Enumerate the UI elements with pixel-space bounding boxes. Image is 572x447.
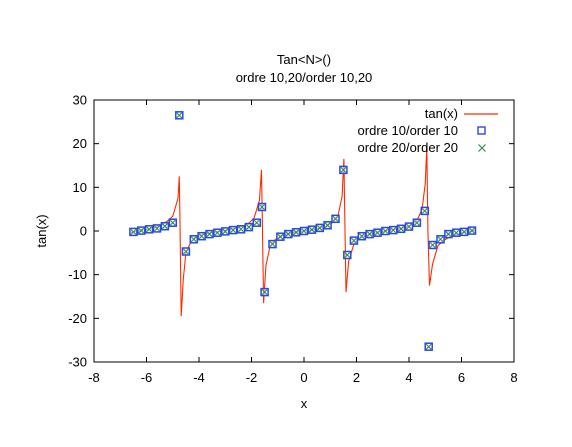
point-order20: [413, 219, 420, 226]
point-order20: [222, 228, 229, 235]
series-layer: [129, 111, 477, 351]
y-tick-label: -30: [68, 355, 87, 370]
y-tick-label: 30: [73, 93, 87, 108]
point-order20: [293, 229, 300, 236]
point-order20: [182, 248, 189, 255]
point-order20: [238, 226, 244, 233]
point-order20: [154, 225, 160, 232]
point-order20: [146, 226, 153, 233]
x-tick-label: -8: [88, 370, 100, 385]
point-order20: [259, 204, 265, 210]
y-tick-label: 0: [80, 224, 87, 239]
x-axis: -8 -6 -4 -2 0 2 4 6 8: [88, 100, 518, 385]
point-order20: [437, 236, 444, 243]
chart-subtitle: ordre 10,20/order 10,20: [236, 70, 373, 85]
point-order20: [340, 166, 347, 173]
point-order20: [332, 215, 339, 222]
point-order20: [308, 226, 315, 233]
point-order20: [425, 343, 432, 350]
x-tick-label: 8: [510, 370, 517, 385]
point-order20: [214, 229, 221, 236]
point-order20: [161, 223, 168, 230]
point-order20: [421, 208, 428, 214]
point-order20: [261, 289, 268, 296]
point-order20: [429, 242, 436, 248]
legend-label-order10: ordre 10/order 10: [358, 123, 458, 138]
point-order20: [130, 228, 137, 235]
point-order20: [406, 223, 412, 230]
point-order20: [277, 233, 284, 240]
point-order20: [390, 227, 397, 234]
point-order20: [301, 228, 307, 234]
chart-title: Tan<N>(): [277, 52, 331, 67]
point-order20: [445, 231, 452, 237]
y-axis-label: tan(x): [34, 214, 49, 247]
y-tick-label: 20: [73, 136, 87, 151]
point-order20: [230, 227, 237, 234]
legend: tan(x) ordre 10/order 10 ordre 20/order …: [358, 106, 498, 155]
legend-label-order20: ordre 20/order 20: [358, 140, 458, 155]
point-order20: [198, 233, 205, 240]
point-order20: [374, 229, 381, 236]
point-order20: [382, 228, 389, 234]
point-order20: [245, 224, 252, 230]
x-tick-label: -4: [193, 370, 205, 385]
x-tick-label: 6: [458, 370, 465, 385]
point-order20: [398, 225, 405, 232]
point-order20: [358, 233, 365, 240]
y-tick-label: -10: [68, 267, 87, 282]
legend-swatch-order20: [478, 144, 486, 152]
legend-label-tan: tan(x): [425, 106, 458, 121]
x-axis-label: x: [301, 396, 308, 411]
point-order20: [350, 237, 357, 244]
point-order20: [316, 225, 323, 231]
point-order20: [344, 252, 351, 258]
point-order20: [366, 231, 373, 237]
point-order20: [190, 236, 197, 243]
point-order20: [176, 112, 183, 119]
point-order20: [138, 227, 145, 234]
point-order20: [324, 222, 331, 229]
x-tick-label: 0: [300, 370, 307, 385]
y-tick-label: 10: [73, 180, 87, 195]
point-order20: [453, 229, 460, 236]
x-tick-label: -6: [141, 370, 153, 385]
point-order20: [206, 231, 213, 237]
y-axis: 30 20 10 0 -10 -20 -30: [68, 93, 514, 370]
x-tick-label: 4: [405, 370, 412, 385]
point-order20: [285, 231, 292, 237]
point-order20: [469, 227, 475, 234]
point-order20: [253, 219, 260, 226]
x-tick-label: 2: [353, 370, 360, 385]
point-order20: [461, 228, 468, 235]
point-order20: [169, 219, 176, 226]
x-tick-label: -2: [246, 370, 258, 385]
legend-swatch-order10: [477, 126, 486, 135]
point-order20: [269, 241, 276, 247]
y-tick-label: -20: [68, 311, 87, 326]
